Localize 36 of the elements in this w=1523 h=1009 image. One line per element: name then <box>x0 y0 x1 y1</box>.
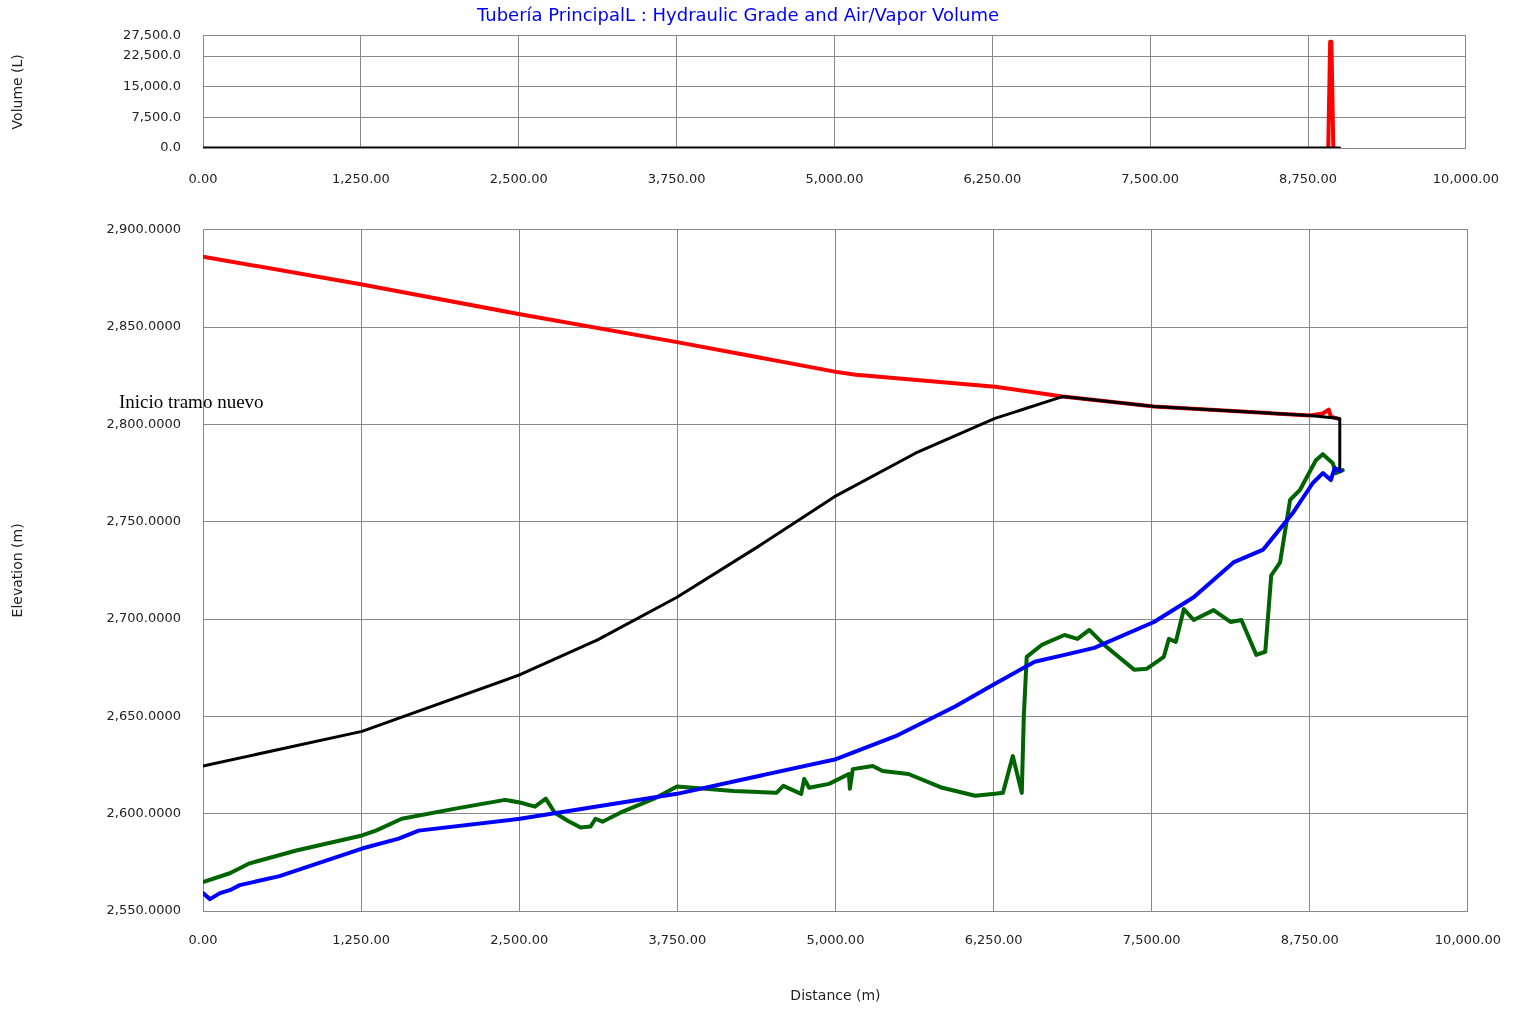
y-tick-label: 27,500.0 <box>123 26 181 42</box>
x-tick-label: 0.00 <box>188 171 218 187</box>
y-tick-label: 15,000.0 <box>123 78 181 94</box>
x-tick-label: 1,250.00 <box>332 932 391 948</box>
y-tick-label: 2,700.0000 <box>106 610 181 626</box>
y-tick-label: 2,850.0000 <box>106 318 181 334</box>
x-tick-label: 7,500.00 <box>1122 932 1181 948</box>
x-tick-label: 8,750.00 <box>1280 932 1339 948</box>
x-tick-label: 1,250.00 <box>331 171 390 187</box>
y-axis-title: Volume (L) <box>9 54 26 130</box>
x-tick-label: 2,500.00 <box>489 171 548 187</box>
annotation: Inicio tramo nuevo <box>119 391 264 413</box>
x-tick-label: 3,750.00 <box>648 932 707 948</box>
y-tick-label: 2,600.0000 <box>106 805 181 821</box>
x-tick-label: 8,750.00 <box>1279 171 1337 187</box>
x-tick-label: 10,000.00 <box>1434 932 1502 948</box>
y-tick-label: 2,900.0000 <box>106 221 181 237</box>
x-tick-label: 7,500.00 <box>1121 171 1180 187</box>
x-tick-label: 0.00 <box>188 932 218 948</box>
y-tick-label: 22,500.0 <box>123 47 181 63</box>
y-tick-label: 7,500.0 <box>131 108 181 124</box>
x-tick-label: 5,000.00 <box>805 171 864 187</box>
x-axis-title: Distance (m) <box>790 987 881 1004</box>
x-tick-label: 2,500.00 <box>490 932 549 948</box>
x-tick-label: 6,250.00 <box>964 932 1023 948</box>
y-axis-title: Elevation (m) <box>9 523 26 618</box>
x-tick-label: 5,000.00 <box>806 932 865 948</box>
x-tick-label: 10,000.00 <box>1432 171 1500 187</box>
x-tick-label: 6,250.00 <box>963 171 1022 187</box>
y-tick-label: 2,550.0000 <box>106 902 181 918</box>
y-tick-label: 2,650.0000 <box>106 707 181 723</box>
y-tick-label: 0.0 <box>160 139 181 155</box>
x-tick-label: 3,750.00 <box>647 171 706 187</box>
y-tick-label: 2,750.0000 <box>106 513 181 529</box>
y-tick-label: 2,800.0000 <box>106 415 181 431</box>
chart-title: Tubería PrincipalL : Hydraulic Grade and Air/Vapor Volume <box>475 4 1000 26</box>
